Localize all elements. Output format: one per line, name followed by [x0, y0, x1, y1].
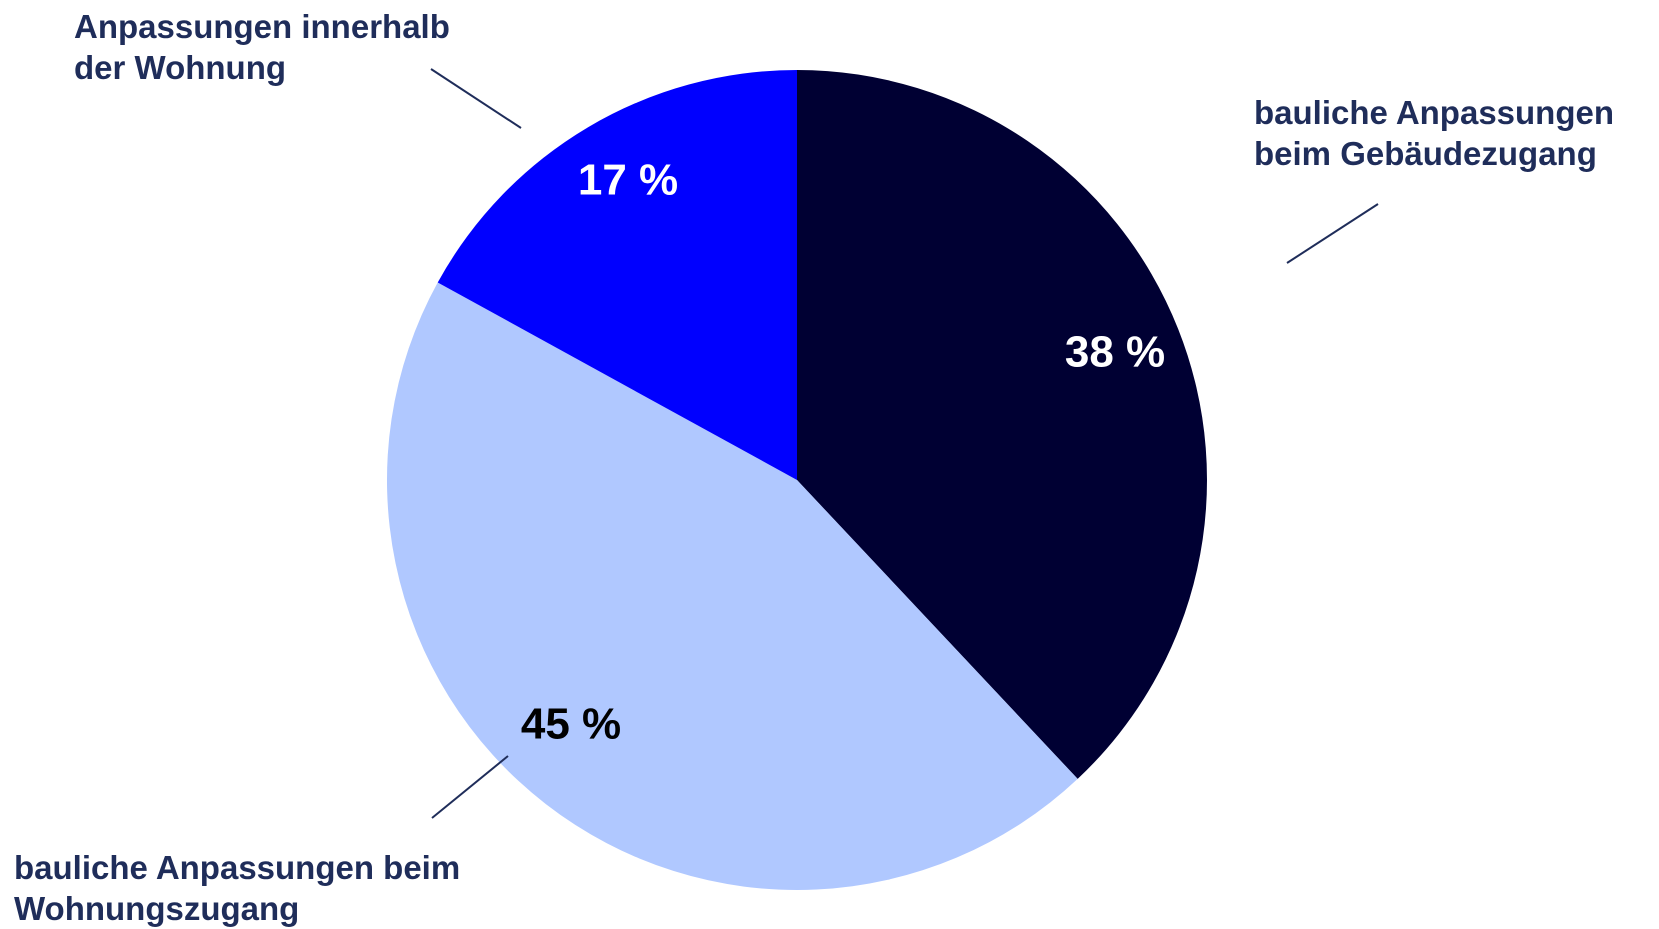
category-label-3: Anpassungen innerhalb der Wohnung — [74, 8, 450, 86]
callout-line-3 — [430, 68, 522, 129]
pie-slice-3 — [437, 70, 797, 480]
callout-line-2 — [431, 755, 509, 819]
category-label-2: bauliche Anpassungen beim Wohnungszugang — [14, 849, 460, 927]
slice-value-label-1: 38 % — [1065, 328, 1165, 377]
slice-value-label-2: 45 % — [521, 700, 621, 749]
callout-line-1 — [1286, 203, 1379, 264]
slice-value-label-3: 17 % — [578, 156, 678, 205]
category-label-1: bauliche Anpassungen beim Gebäudezugang — [1254, 94, 1614, 172]
pie-slice-2 — [386, 282, 1078, 891]
pie-slice-1 — [797, 70, 1207, 779]
